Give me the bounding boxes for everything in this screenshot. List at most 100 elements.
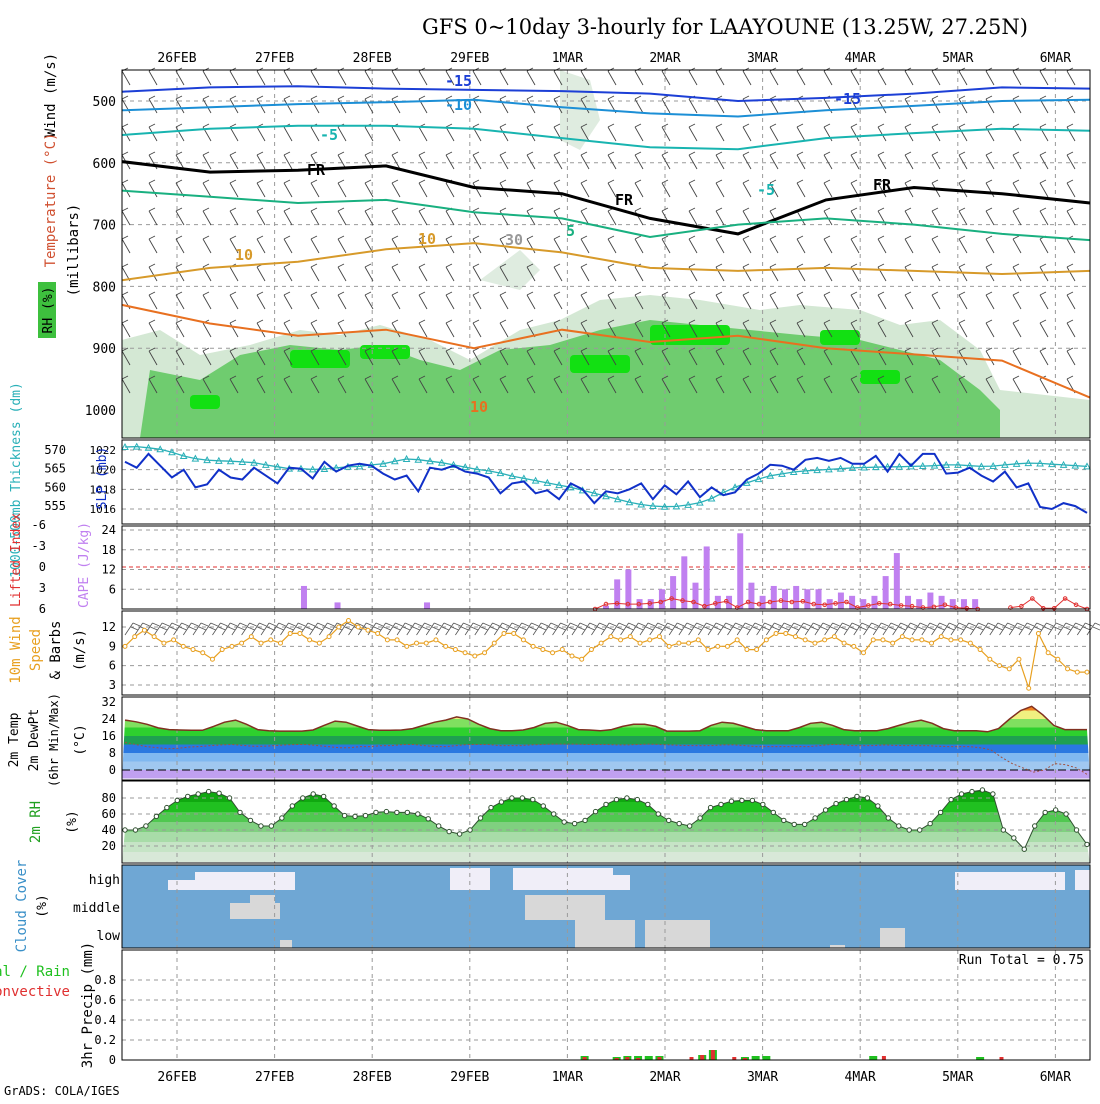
surface-wind-barb <box>688 622 704 636</box>
wind-barb <box>283 207 293 226</box>
wind-barb <box>796 235 806 254</box>
rh-point <box>864 795 871 801</box>
rh-point <box>258 823 264 829</box>
wind-barb <box>580 263 590 282</box>
surface-wind-barb <box>221 622 238 636</box>
li-point <box>876 601 882 606</box>
surface-wind-barb <box>970 622 986 636</box>
contour-label: -5 <box>320 126 338 144</box>
wind-barb <box>256 235 266 254</box>
wind-barb <box>445 235 455 254</box>
y-axis-label-temp: Temperature (°C) <box>43 133 59 268</box>
wind-barb <box>337 375 347 394</box>
bottom-date-label: 5MAR <box>942 1070 973 1085</box>
wind-barb <box>931 319 941 338</box>
rh-shade-mid <box>140 320 1000 438</box>
wind-barb <box>607 291 617 310</box>
rh-point <box>467 827 473 833</box>
wind-barb <box>580 291 590 310</box>
wind-barb <box>553 235 563 254</box>
contour-label: -15 <box>445 72 472 90</box>
surface-wind-barb <box>1018 622 1035 636</box>
surface-wind-barb <box>192 622 209 636</box>
wind-barb <box>769 179 779 198</box>
upper-panel-frame <box>121 69 1091 439</box>
wind-speed-point <box>637 640 643 646</box>
wind-speed-point <box>540 647 546 653</box>
top-date-label: 4MAR <box>845 51 876 66</box>
wind-barb <box>148 235 158 254</box>
surface-wind-barb <box>552 622 568 636</box>
precip-convective-bar <box>636 1058 641 1060</box>
surface-wind-barb <box>717 622 733 636</box>
cape-bar <box>916 599 923 609</box>
wind-barb <box>715 207 725 226</box>
cape-bar <box>882 576 889 609</box>
wind-barb <box>526 235 536 254</box>
slp-tick-label: 1020 <box>90 464 117 477</box>
rh-point <box>875 803 881 809</box>
wind-barb <box>229 291 239 310</box>
thickness-point <box>250 458 258 466</box>
wind-barb <box>1012 207 1022 226</box>
wind-barb <box>553 375 563 394</box>
rh-point <box>362 812 369 819</box>
wind-speed-point <box>462 650 468 656</box>
wind-barb <box>337 95 347 114</box>
wind-speed-point <box>967 640 973 646</box>
surface-wind-barb <box>882 622 899 636</box>
wind-barb <box>715 151 725 170</box>
wind-barb <box>1012 319 1022 338</box>
wind-barb <box>796 291 806 310</box>
wind-speed-point <box>384 637 390 643</box>
wind-barb <box>175 291 185 310</box>
wind-barb <box>877 347 887 366</box>
cape-bar <box>815 589 822 609</box>
li-point <box>636 601 642 607</box>
wind-speed-point <box>1045 650 1051 656</box>
wind-barb <box>202 207 212 226</box>
rh-point <box>801 821 808 828</box>
wind-speed-point <box>763 637 769 643</box>
wind-speed-point <box>754 647 760 653</box>
thickness-point <box>707 494 716 502</box>
wind-speed-point <box>695 637 701 643</box>
wind-barb <box>931 375 941 394</box>
wind-barb <box>958 263 968 282</box>
cape-bar <box>849 595 856 609</box>
thickness-point <box>121 442 129 451</box>
rh-panel: 20 40 60 80 2m RH (%) <box>28 780 1091 864</box>
rh-point <box>205 788 212 795</box>
wind-speed-point <box>588 647 594 653</box>
wind-speed-point <box>355 624 361 630</box>
cloud-panel-frame <box>121 864 1091 949</box>
cape-bar <box>748 582 755 609</box>
rh-point <box>132 827 139 833</box>
temp-contour-3 <box>121 160 1091 236</box>
surface-wind-barb <box>250 622 267 636</box>
wind-barb <box>661 235 671 254</box>
li-point <box>1040 606 1046 611</box>
thickness-point <box>238 457 247 465</box>
wind-barb <box>769 123 779 142</box>
wind-speed-point <box>773 630 779 636</box>
surface-wind-barb <box>707 622 724 636</box>
cape-bar <box>871 595 878 609</box>
wind-speed-point <box>229 643 235 649</box>
wind-barb <box>175 347 185 366</box>
rh-point <box>624 795 630 801</box>
wind-barb <box>958 375 968 394</box>
wind-barb <box>580 235 590 254</box>
cape-bar <box>300 585 307 609</box>
wind-speed-point <box>414 640 420 646</box>
thickness-point <box>684 500 692 508</box>
surface-wind-barb <box>756 622 772 636</box>
wind-barb <box>391 263 401 282</box>
wind-barb <box>1039 347 1049 366</box>
temp-band <box>122 770 1090 779</box>
wind-barb <box>1066 95 1076 114</box>
wind-speed-point <box>1084 669 1090 675</box>
wind-barb <box>769 151 779 170</box>
wind-barb <box>634 95 644 114</box>
surface-wind-barb <box>260 622 277 636</box>
